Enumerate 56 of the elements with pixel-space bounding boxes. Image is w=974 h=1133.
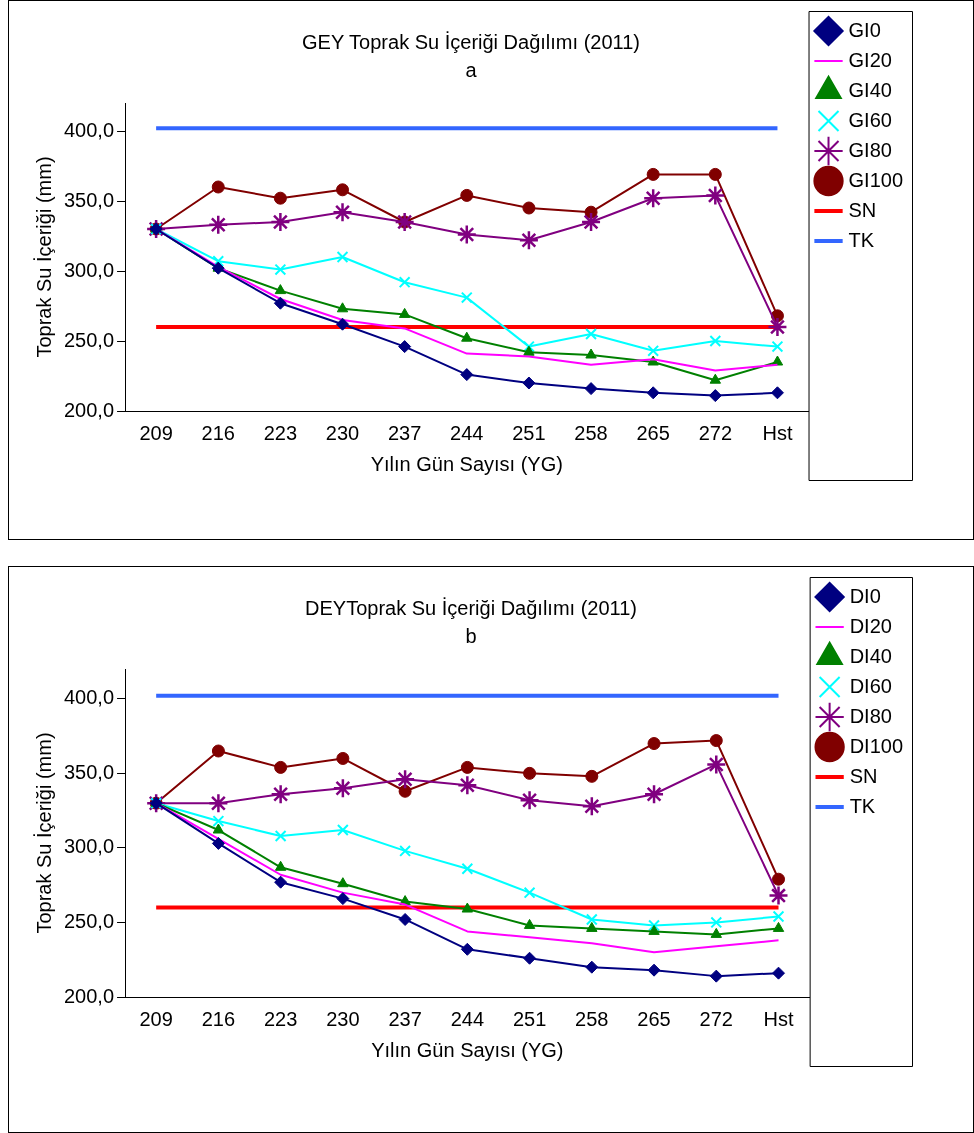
legend-label: DI40 [849,644,892,667]
x-tick-label: 244 [450,421,484,444]
x-tick-label: 216 [201,421,235,444]
x-tick-label: 258 [574,421,608,444]
y-tick-label: 400,0 [63,118,115,141]
x-tick-label: 244 [450,1007,485,1030]
x-tick-label: 237 [387,421,422,444]
chart-subtitle: b [465,624,477,647]
y-tick-label: 350,0 [63,188,115,211]
y-tick-label: 250,0 [63,328,115,351]
legend-label: GI60 [848,108,892,131]
x-tick-label: 265 [637,1007,671,1030]
legend-label: DI20 [849,614,892,637]
x-tick-label: 223 [263,1007,298,1030]
legend-label: GI100 [848,168,903,191]
y-tick-label: 200,0 [63,984,115,1007]
x-tick-label: 258 [575,1007,609,1030]
chart-title: DEYToprak Su İçeriği Dağılımı (2011) [305,596,637,619]
legend-label: SN [848,198,877,221]
y-tick-label: 200,0 [63,398,115,421]
legend-label: SN [849,764,878,787]
x-tick-label: 272 [698,421,732,444]
legend-label: DI100 [849,734,904,757]
legend-label: GI0 [848,18,881,41]
x-tick-label: Hst [762,421,793,444]
legend-label: TK [848,228,875,251]
x-tick-label: 209 [139,421,173,444]
legend-label: DI60 [849,674,892,697]
x-tick-label: 230 [325,421,360,444]
y-tick-label: 300,0 [63,258,115,281]
legend-label: GI20 [848,48,892,71]
chart-subtitle: a [465,58,478,81]
y-tick-label: 300,0 [63,835,115,858]
legend-label: TK [849,794,876,817]
x-tick-label: 272 [699,1007,733,1030]
x-tick-label: 237 [388,1007,422,1030]
y-axis-title: Toprak Su İçeriği (mm) [32,156,55,358]
x-tick-label: 251 [512,421,546,444]
chart-title: GEY Toprak Su İçeriği Dağılımı (2011) [302,30,640,53]
x-tick-label: 209 [139,1007,173,1030]
y-tick-label: 250,0 [63,909,115,932]
x-tick-label: 230 [326,1007,360,1030]
x-tick-label: 251 [512,1007,547,1030]
y-tick-label: 350,0 [63,760,115,783]
x-axis-title: Yılın Gün Sayısı (YG) [370,452,563,475]
x-tick-label: 223 [263,421,298,444]
legend-label: DI0 [849,584,881,607]
legend-label: GI80 [848,138,892,161]
x-tick-label: 216 [201,1007,236,1030]
y-tick-label: 400,0 [63,686,115,709]
legend-label: GI40 [848,78,892,101]
x-tick-label: 265 [636,421,670,444]
x-axis-title: Yılın Gün Sayısı (YG) [371,1038,564,1061]
x-tick-label: Hst [763,1007,794,1030]
legend-label: DI80 [849,704,892,727]
y-axis-title: Toprak Su İçeriği (mm) [32,732,55,934]
